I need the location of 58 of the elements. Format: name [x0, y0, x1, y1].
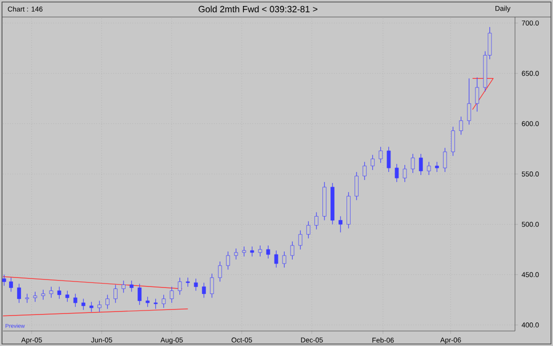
candlestick — [338, 216, 342, 233]
candlestick — [106, 294, 110, 310]
candlestick — [98, 300, 102, 312]
candlestick — [378, 146, 383, 164]
candlestick — [443, 148, 447, 172]
candlestick — [242, 246, 246, 257]
candlestick — [459, 116, 463, 136]
candlestick — [370, 154, 375, 170]
candlestick — [274, 250, 278, 268]
candlestick — [258, 245, 262, 257]
candlestick — [250, 246, 254, 257]
chart-title: Gold 2mth Fwd < 039:32-81 > — [198, 6, 318, 12]
candlestick — [362, 162, 367, 180]
candlestick — [218, 261, 222, 282]
candlestick — [57, 286, 62, 300]
candlestick — [426, 162, 431, 176]
candlestick — [202, 282, 206, 298]
candlestick — [73, 293, 78, 308]
candlestick — [467, 78, 472, 125]
candlestick — [394, 164, 399, 182]
candlestick — [410, 154, 415, 174]
candlestick — [475, 77, 480, 112]
candlestick — [170, 286, 174, 304]
candlestick — [282, 251, 286, 268]
candlestick — [162, 294, 166, 308]
candlestick — [17, 283, 21, 304]
candlestick — [306, 221, 310, 239]
candlestick — [138, 283, 142, 306]
candlestick — [178, 277, 182, 296]
candlestick — [114, 284, 118, 304]
candlestick — [146, 296, 150, 308]
candlestick — [435, 162, 439, 172]
candlestick — [33, 291, 38, 302]
candlestick — [2, 274, 6, 286]
candlestick — [122, 280, 126, 294]
candlestick — [210, 273, 214, 298]
candlestick — [226, 251, 230, 270]
candlestick — [130, 280, 134, 292]
candlestick — [354, 172, 359, 200]
candlestick — [298, 230, 302, 250]
candlestick — [65, 290, 70, 302]
candlestick — [49, 286, 54, 298]
candlestick — [418, 154, 423, 176]
candlestick — [290, 241, 294, 260]
candlestick — [451, 126, 455, 156]
candlestick — [314, 212, 318, 230]
candlestick — [9, 277, 13, 292]
candlestick — [154, 298, 158, 310]
candlestick — [41, 289, 46, 300]
candlestick — [234, 248, 238, 260]
candlestick — [386, 146, 391, 172]
candlestick — [25, 293, 30, 304]
candlestick — [402, 164, 407, 182]
candlestick — [186, 277, 190, 288]
candlestick — [194, 278, 198, 292]
candlestick — [266, 245, 270, 259]
candlestick — [81, 298, 86, 310]
candlestick — [89, 302, 94, 312]
